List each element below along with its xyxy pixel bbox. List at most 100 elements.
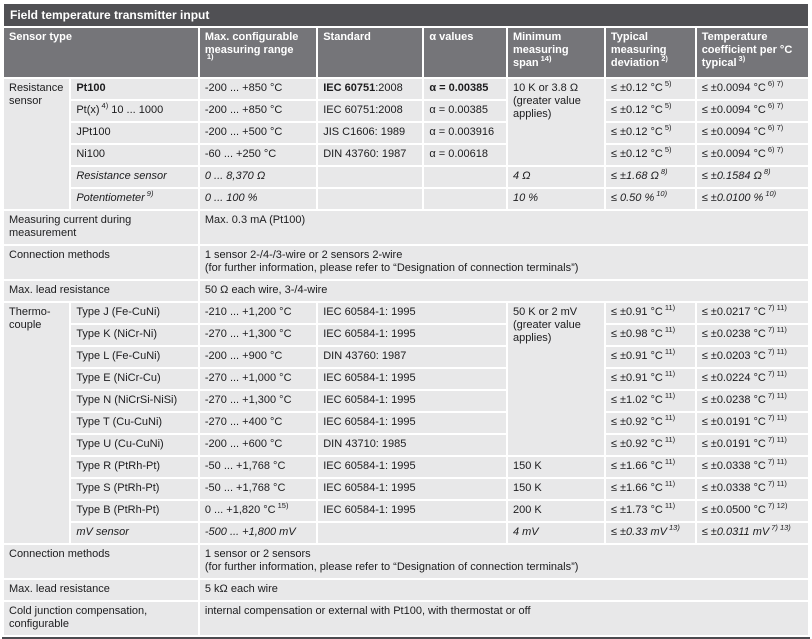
cell-sensor-name: Pt(x) 4) 10 ... 1000 xyxy=(71,101,198,121)
footnote-marker: 7) 11) xyxy=(767,457,787,467)
footnote-marker: 10) xyxy=(765,189,777,199)
cell-alpha-empty xyxy=(424,167,506,187)
footnote-marker: 11) xyxy=(664,501,676,511)
cell-sensor-name: mV sensor xyxy=(71,523,198,543)
cell-tempco: ≤ ±0.0094 °C 6) 7) xyxy=(696,145,808,165)
cell-deviation: ≤ ±0.91 °C 11) xyxy=(605,303,695,323)
cell-value: 1 sensor or 2 sensors (for further inform… xyxy=(199,545,808,578)
cell-sensor-name: Type E (NiCr-Cu) xyxy=(71,369,198,389)
footnote-marker: 10) xyxy=(656,189,668,199)
footnote-marker: 14) xyxy=(540,54,552,64)
cell-range: 0 ... 100 % xyxy=(199,189,317,209)
cell-sensor-name: Type N (NiCrSi-NiSi) xyxy=(71,391,198,411)
cell-deviation: ≤ ±1.73 °C 11) xyxy=(605,501,695,521)
footnote-marker: 7) 11) xyxy=(767,325,787,335)
cell-sensor-name: Type J (Fe-CuNi) xyxy=(71,303,198,323)
footnote-marker: 8) xyxy=(660,167,668,177)
cell-tempco: ≤ ±0.0094 °C 6) 7) xyxy=(696,79,808,99)
cell-tempco: ≤ ±0.0191 °C 7) 11) xyxy=(696,435,808,455)
footnote-marker: 7) 11) xyxy=(767,391,787,401)
col-header-range: Max. configurable measuring range 1) xyxy=(199,28,317,77)
row-ptx: Pt(x) 4) 10 ... 1000 -200 ... +850 °C IEC … xyxy=(4,101,808,121)
footnote-marker: 11) xyxy=(664,303,676,313)
cell-min-span: 10 % xyxy=(507,189,604,209)
col-header-sensor-type: Sensor type xyxy=(4,28,198,77)
row-resistance-sensor: Resistance sensor 0 ... 8,370 Ω 4 Ω ≤ ±1… xyxy=(4,167,808,187)
row-mv-sensor: mV sensor -500 ... +1,800 mV 4 mV ≤ ±0.3… xyxy=(4,523,808,543)
footnote-marker: 11) xyxy=(664,369,676,379)
cell-value: 1 sensor 2-/4-/3-wire or 2 sensors 2-wir… xyxy=(199,246,808,279)
cell-range: -60 ... +250 °C xyxy=(199,145,317,165)
footnote-marker: 5) xyxy=(664,101,672,111)
row-ni100: Ni100 -60 ... +250 °C DIN 43760: 1987 α … xyxy=(4,145,808,165)
cell-deviation: ≤ ±1.68 Ω 8) xyxy=(605,167,695,187)
cell-deviation: ≤ ±0.92 °C 11) xyxy=(605,413,695,433)
cell-deviation: ≤ ±0.12 °C 5) xyxy=(605,79,695,99)
cell-tempco: ≤ ±0.1584 Ω 8) xyxy=(696,167,808,187)
cell-tempco: ≤ ±0.0311 mV 7) 13) xyxy=(696,523,808,543)
cell-range: 0 ... +1,820 °C 15) xyxy=(199,501,317,521)
cell-min-span-shared: 10 K or 3.8 Ω (greater value applies) xyxy=(507,79,604,165)
footnote-marker: 13) xyxy=(669,523,680,533)
row-type-l: Type L (Fe-CuNi) -200 ... +900 °C DIN 43… xyxy=(4,347,808,367)
cell-deviation: ≤ ±0.12 °C 5) xyxy=(605,101,695,121)
cell-deviation: ≤ ±1.66 °C 11) xyxy=(605,457,695,477)
table-title-row: Field temperature transmitter input xyxy=(4,4,808,26)
footnote-marker: 5) xyxy=(664,123,672,133)
cell-standard: JIS C1606: 1989 xyxy=(318,123,423,143)
cell-sensor-name: Resistance sensor xyxy=(71,167,198,187)
cell-sensor-name: Type T (Cu-CuNi) xyxy=(71,413,198,433)
footnote-marker: 11) xyxy=(664,347,676,357)
row-type-j: Thermo-couple Type J (Fe-CuNi) -210 ... … xyxy=(4,303,808,543)
cell-min-span: 150 K xyxy=(507,479,604,499)
footnote-marker: 7) 12) xyxy=(767,501,788,511)
footnote-marker: 11) xyxy=(664,435,676,445)
cell-sensor-name: Pt100 xyxy=(71,79,198,99)
row-type-s: Type S (PtRh-Pt) -50 ... +1,768 °C IEC 6… xyxy=(4,479,808,499)
footnote-marker: 11) xyxy=(664,479,676,489)
cell-standard-empty xyxy=(318,523,506,543)
cell-tempco: ≤ ±0.0338 °C 7) 11) xyxy=(696,457,808,477)
footnote-marker: 5) xyxy=(664,79,672,89)
cell-range: -270 ... +1,300 °C xyxy=(199,391,317,411)
row-jpt100: JPt100 -200 ... +500 °C JIS C1606: 1989 … xyxy=(4,123,808,143)
cell-value: Max. 0.3 mA (Pt100) xyxy=(199,211,808,244)
footnote-marker: 15) xyxy=(277,501,289,511)
cell-min-span-shared: 50 K or 2 mV (greater value applies) xyxy=(507,303,604,455)
cell-alpha: α = 0.003916 xyxy=(424,123,506,143)
column-header-row: Sensor type Max. configurable measuring … xyxy=(4,28,808,77)
cell-tempco: ≤ ±0.0500 °C 7) 12) xyxy=(696,501,808,521)
row-type-u: Type U (Cu-CuNi) -200 ... +600 °C DIN 43… xyxy=(4,435,808,455)
cell-range: -200 ... +850 °C xyxy=(199,79,317,99)
footnote-marker: 9) xyxy=(146,189,154,199)
cell-min-span: 150 K xyxy=(507,457,604,477)
cell-standard: IEC 60751:2008 xyxy=(318,79,423,99)
cell-standard: DIN 43760: 1987 xyxy=(318,145,423,165)
footnote-marker: 11) xyxy=(664,413,676,423)
footnote-marker: 11) xyxy=(664,457,676,467)
footnote-marker: 7) 11) xyxy=(767,303,787,313)
cell-range: -50 ... +1,768 °C xyxy=(199,479,317,499)
footnote-marker: 7) 11) xyxy=(767,413,787,423)
cell-tempco: ≤ ±0.0238 °C 7) 11) xyxy=(696,325,808,345)
cell-deviation: ≤ 0.50 % 10) xyxy=(605,189,695,209)
cell-range: -210 ... +1,200 °C xyxy=(199,303,317,323)
row-pt100: Resistance sensor Pt100 -200 ... +850 °C… xyxy=(4,79,808,209)
cell-standard: IEC 60584-1: 1995 xyxy=(318,457,506,477)
row-connection-methods-resistance: Connection methods 1 sensor 2-/4-/3-wire… xyxy=(4,246,808,279)
cell-label: Max. lead resistance xyxy=(4,580,198,600)
footnote-marker: 2) xyxy=(661,54,668,64)
footnote-marker: 7) 11) xyxy=(767,369,787,379)
footnote-marker: 6) 7) xyxy=(767,79,784,89)
cell-sensor-name: Type R (PtRh-Pt) xyxy=(71,457,198,477)
col-header-deviation: Typical measuring deviation 2) xyxy=(605,28,695,77)
cell-tempco: ≤ ±0.0338 °C 7) 11) xyxy=(696,479,808,499)
cell-min-span: 4 Ω xyxy=(507,167,604,187)
group-cell-thermocouple: Thermo-couple xyxy=(4,303,70,543)
row-type-r: Type R (PtRh-Pt) -50 ... +1,768 °C IEC 6… xyxy=(4,457,808,477)
cell-range: -500 ... +1,800 mV xyxy=(199,523,317,543)
row-lead-resistance-thermocouple: Max. lead resistance 5 kΩ each wire xyxy=(4,580,808,600)
col-header-tempco: Temperature coefficient per °C typical 3) xyxy=(696,28,808,77)
footnote-marker: 6) 7) xyxy=(767,145,784,155)
